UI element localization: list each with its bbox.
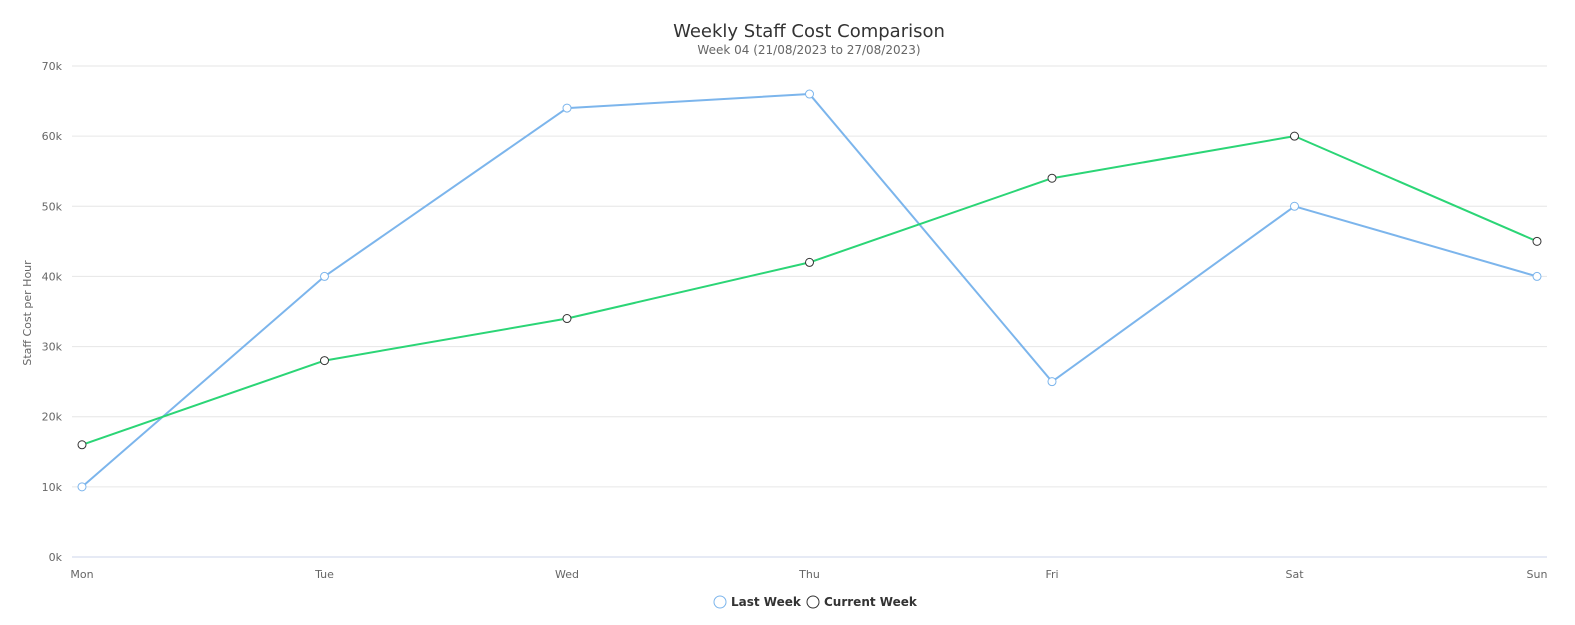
data-point[interactable]	[320, 356, 329, 366]
data-point[interactable]	[1532, 236, 1542, 246]
y-tick-label: 50k	[42, 200, 63, 213]
data-point[interactable]	[1290, 131, 1299, 141]
data-point[interactable]	[562, 103, 572, 113]
y-tick-label: 40k	[42, 270, 63, 283]
y-tick-label: 0k	[49, 551, 63, 564]
series-layer	[77, 89, 1542, 492]
y-tick-label: 70k	[42, 60, 63, 73]
x-tick-label: Wed	[555, 568, 579, 581]
y-tick-label: 20k	[42, 411, 63, 424]
data-point[interactable]	[1047, 173, 1057, 183]
x-tick-label: Tue	[314, 568, 334, 581]
y-tick-label: 30k	[42, 341, 63, 354]
data-point[interactable]	[1290, 201, 1299, 211]
data-point[interactable]	[805, 257, 814, 267]
data-point[interactable]	[77, 440, 87, 450]
data-point[interactable]	[320, 271, 329, 281]
series-line	[81, 135, 1538, 446]
data-point[interactable]	[1532, 271, 1542, 281]
data-point[interactable]	[77, 482, 87, 492]
y-axis-title: Staff Cost per Hour	[21, 260, 34, 366]
chart-subtitle: Week 04 (21/08/2023 to 27/08/2023)	[697, 43, 920, 57]
chart-title: Weekly Staff Cost Comparison	[673, 21, 945, 42]
legend-marker	[713, 595, 727, 609]
x-tick-label: Fri	[1045, 568, 1058, 581]
x-tick-label: Thu	[798, 568, 820, 581]
series-0	[77, 89, 1542, 492]
grid	[72, 65, 1547, 558]
legend-marker	[806, 595, 820, 609]
x-tick-label: Mon	[70, 568, 93, 581]
x-tick-label: Sun	[1527, 568, 1548, 581]
legend-label: Current Week	[824, 595, 918, 609]
series-1	[77, 131, 1542, 450]
data-point[interactable]	[562, 314, 572, 324]
legend-label: Last Week	[731, 595, 802, 609]
data-point[interactable]	[1047, 377, 1057, 387]
x-tick-label: Sat	[1285, 568, 1304, 581]
legend-item[interactable]: Current Week	[806, 595, 918, 609]
series-line	[81, 93, 1538, 488]
legend-item[interactable]: Last Week	[713, 595, 802, 609]
y-tick-label: 10k	[42, 481, 63, 494]
y-tick-label: 60k	[42, 130, 63, 143]
data-point[interactable]	[805, 89, 814, 99]
legend[interactable]: Last Week Current Week	[713, 595, 918, 609]
y-axis: 0k 10k 20k 30k 40k 50k 60k 70k	[42, 60, 63, 564]
x-axis: Mon Tue Wed Thu Fri Sat Sun	[70, 568, 1547, 581]
